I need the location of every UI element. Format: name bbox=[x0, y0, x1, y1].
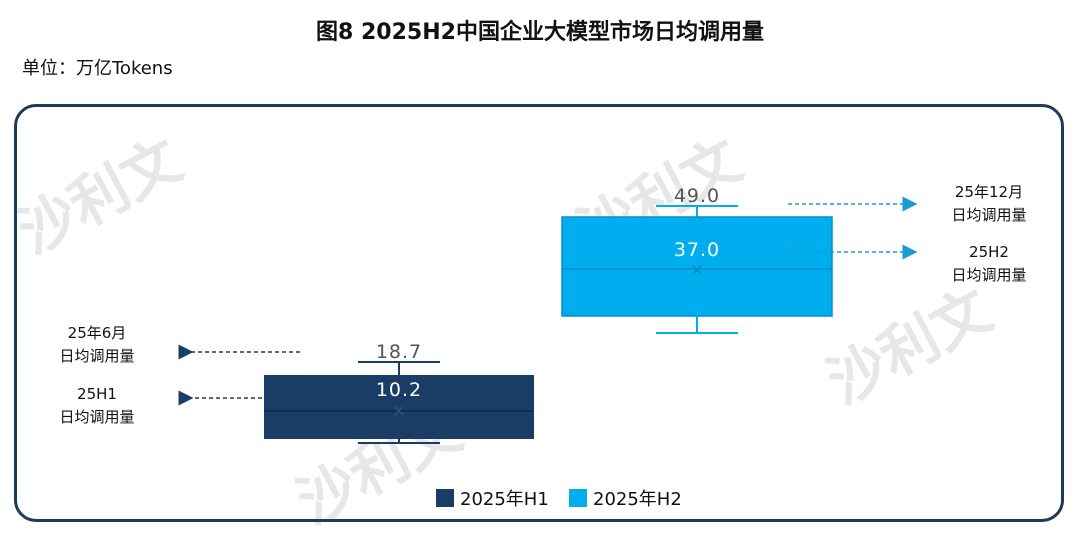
h2-annot-mean-line1: 25H2 bbox=[969, 243, 1009, 261]
h2-annot-mean-line2: 日均调用量 bbox=[951, 266, 1026, 284]
legend-label-h1: 2025年H1 bbox=[460, 489, 549, 510]
h1-annot-max-line1: 25年6月 bbox=[68, 324, 127, 342]
legend-swatch-h1 bbox=[436, 489, 454, 507]
h1-annot-mean-line2: 日均调用量 bbox=[59, 408, 134, 426]
h2-max-label: 49.0 bbox=[674, 185, 720, 207]
legend-swatch-h2 bbox=[569, 489, 587, 507]
unit-label: 单位：万亿Tokens bbox=[22, 58, 173, 79]
h2-annot-max-line2: 日均调用量 bbox=[951, 206, 1026, 224]
chart-frame bbox=[14, 104, 1064, 522]
chart-title: 图8 2025H2中国企业大模型市场日均调用量 bbox=[316, 20, 764, 45]
h1-mean-label: 10.2 bbox=[376, 379, 422, 401]
h1-max-label: 18.7 bbox=[376, 341, 422, 363]
h1-annot-mean-line1: 25H1 bbox=[77, 385, 117, 403]
legend-label-h2: 2025年H2 bbox=[593, 489, 682, 510]
h1-mean-marker: × bbox=[392, 401, 405, 420]
h2-mean-marker: × bbox=[690, 260, 703, 279]
h1-box bbox=[264, 375, 534, 439]
h2-annot-max-line1: 25年12月 bbox=[955, 183, 1023, 201]
h2-box bbox=[561, 216, 833, 317]
h1-annot-max-line2: 日均调用量 bbox=[59, 347, 134, 365]
h2-mean-label: 37.0 bbox=[674, 239, 720, 261]
